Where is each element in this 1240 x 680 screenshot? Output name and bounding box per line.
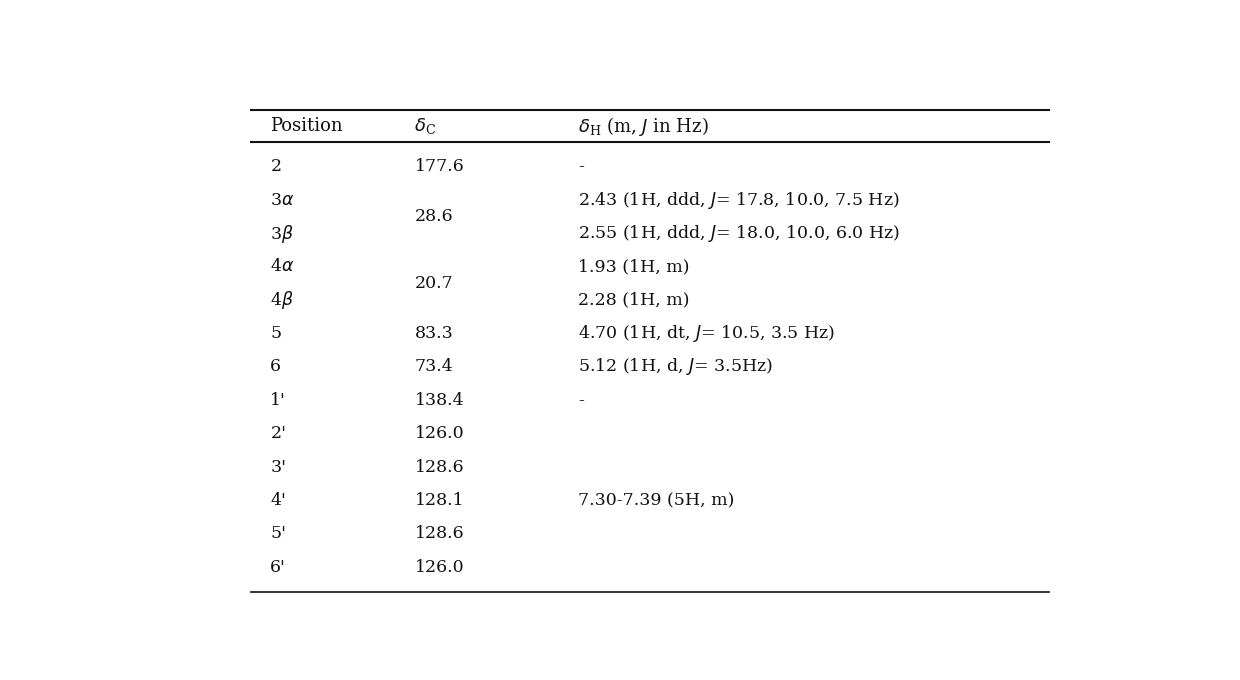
Text: -: -: [578, 392, 584, 409]
Text: 4': 4': [270, 492, 286, 509]
Text: 1.93 (1H, m): 1.93 (1H, m): [578, 258, 689, 275]
Text: 128.6: 128.6: [414, 525, 464, 542]
Text: Position: Position: [270, 117, 343, 135]
Text: 4.70 (1H, dt, $J$= 10.5, 3.5 Hz): 4.70 (1H, dt, $J$= 10.5, 3.5 Hz): [578, 323, 835, 344]
Text: 3': 3': [270, 458, 286, 475]
Text: 138.4: 138.4: [414, 392, 464, 409]
Text: 20.7: 20.7: [414, 275, 454, 292]
Text: 5: 5: [270, 325, 281, 342]
Text: 7.30-7.39 (5H, m): 7.30-7.39 (5H, m): [578, 492, 734, 509]
Text: 3$\alpha$: 3$\alpha$: [270, 192, 295, 209]
Text: 73.4: 73.4: [414, 358, 454, 375]
Text: 2.43 (1H, ddd, $J$= 17.8, 10.0, 7.5 Hz): 2.43 (1H, ddd, $J$= 17.8, 10.0, 7.5 Hz): [578, 190, 899, 211]
Text: 128.1: 128.1: [414, 492, 464, 509]
Text: 128.6: 128.6: [414, 458, 464, 475]
Text: 1': 1': [270, 392, 286, 409]
Text: 2': 2': [270, 425, 286, 442]
Text: 2: 2: [270, 158, 281, 175]
Text: 126.0: 126.0: [414, 425, 464, 442]
Text: 5': 5': [270, 525, 286, 542]
Text: 126.0: 126.0: [414, 558, 464, 575]
Text: -: -: [578, 158, 584, 175]
Text: 177.6: 177.6: [414, 158, 464, 175]
Text: 83.3: 83.3: [414, 325, 454, 342]
Text: 6: 6: [270, 358, 281, 375]
Text: 6': 6': [270, 558, 286, 575]
Text: 2.55 (1H, ddd, $J$= 18.0, 10.0, 6.0 Hz): 2.55 (1H, ddd, $J$= 18.0, 10.0, 6.0 Hz): [578, 223, 900, 244]
Text: 3$\beta$: 3$\beta$: [270, 222, 294, 245]
Text: 4$\beta$: 4$\beta$: [270, 289, 294, 311]
Text: 5.12 (1H, d, $J$= 3.5Hz): 5.12 (1H, d, $J$= 3.5Hz): [578, 356, 773, 377]
Text: 4$\alpha$: 4$\alpha$: [270, 258, 295, 275]
Text: $\delta_\mathregular{H}$ (m, $J$ in Hz): $\delta_\mathregular{H}$ (m, $J$ in Hz): [578, 115, 708, 137]
Text: 28.6: 28.6: [414, 208, 453, 225]
Text: 2.28 (1H, m): 2.28 (1H, m): [578, 292, 689, 309]
Text: $\delta_\mathregular{C}$: $\delta_\mathregular{C}$: [414, 116, 436, 136]
